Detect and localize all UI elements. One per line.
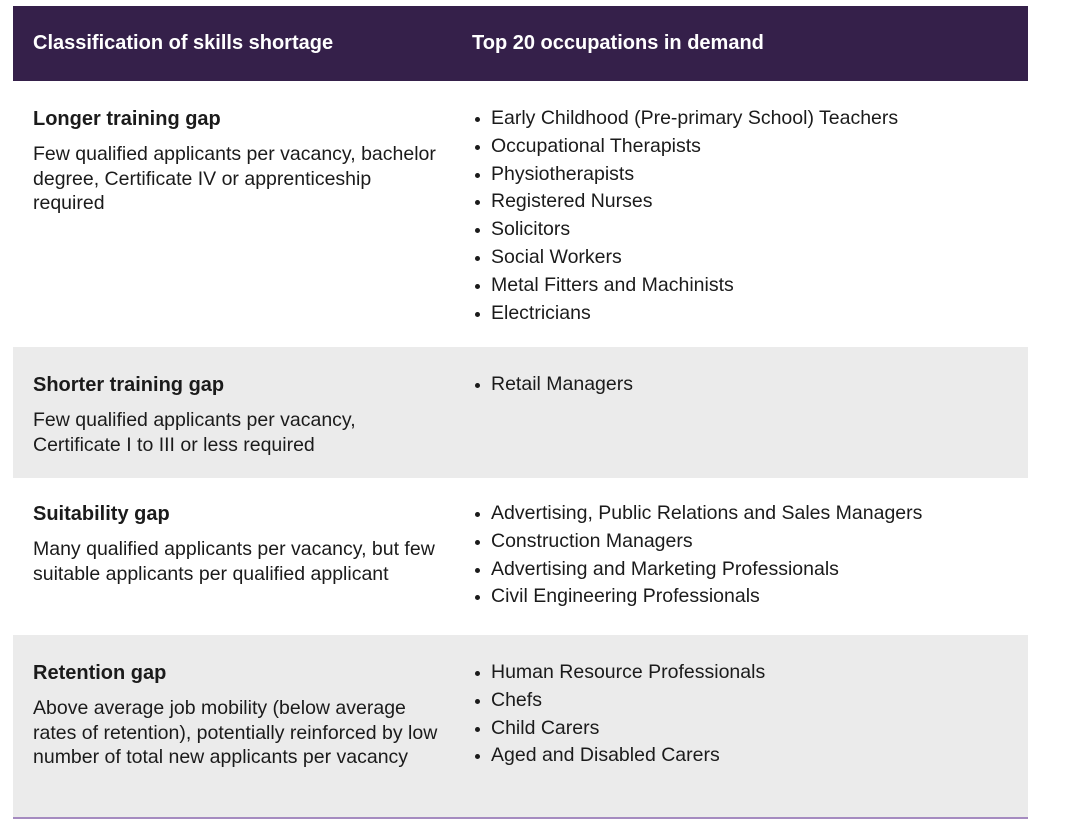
header-classification: Classification of skills shortage	[33, 32, 334, 54]
classification-cell: Suitability gap Many qualified applicant…	[13, 500, 453, 635]
occupation-list: Retail Managers	[473, 371, 1028, 399]
list-item: Advertising and Marketing Professionals	[473, 556, 1028, 584]
list-item: Registered Nurses	[473, 188, 1028, 216]
gap-description: Above average job mobility (below averag…	[33, 697, 438, 768]
occupations-cell: Advertising, Public Relations and Sales …	[453, 500, 1028, 635]
list-item: Electricians	[473, 300, 1028, 328]
table-row-shorter-training-gap: Shorter training gap Few qualified appli…	[13, 347, 1028, 478]
list-item: Construction Managers	[473, 528, 1028, 556]
occupations-cell: Early Childhood (Pre-primary School) Tea…	[453, 105, 1028, 347]
gap-description: Many qualified applicants per vacancy, b…	[33, 538, 435, 585]
gap-title: Suitability gap	[33, 503, 170, 525]
table-bottom-rule	[13, 817, 1028, 819]
table-row-suitability-gap: Suitability gap Many qualified applicant…	[13, 478, 1028, 635]
list-item: Solicitors	[473, 216, 1028, 244]
occupation-list: Human Resource Professionals Chefs Child…	[473, 659, 1028, 770]
table-row-retention-gap: Retention gap Above average job mobility…	[13, 635, 1028, 817]
list-item: Chefs	[473, 687, 1028, 715]
table-header: Classification of skills shortage Top 20…	[13, 6, 1028, 81]
list-item: Human Resource Professionals	[473, 659, 1028, 687]
occupations-cell: Human Resource Professionals Chefs Child…	[453, 659, 1028, 817]
list-item: Physiotherapists	[473, 161, 1028, 189]
gap-title: Retention gap	[33, 662, 167, 684]
list-item: Child Carers	[473, 715, 1028, 743]
list-item: Retail Managers	[473, 371, 1028, 399]
list-item: Metal Fitters and Machinists	[473, 272, 1028, 300]
skills-shortage-table: Classification of skills shortage Top 20…	[13, 6, 1028, 819]
classification-cell: Retention gap Above average job mobility…	[13, 659, 453, 817]
classification-cell: Shorter training gap Few qualified appli…	[13, 371, 453, 478]
occupation-list: Early Childhood (Pre-primary School) Tea…	[473, 105, 1028, 327]
gap-title: Shorter training gap	[33, 374, 225, 396]
list-item: Early Childhood (Pre-primary School) Tea…	[473, 105, 1028, 133]
occupation-list: Advertising, Public Relations and Sales …	[473, 500, 1028, 611]
list-item: Occupational Therapists	[473, 133, 1028, 161]
header-occupations: Top 20 occupations in demand	[472, 32, 764, 54]
gap-description: Few qualified applicants per vacancy, ba…	[33, 143, 436, 214]
gap-title: Longer training gap	[33, 108, 221, 130]
list-item: Advertising, Public Relations and Sales …	[473, 500, 1028, 528]
list-item: Social Workers	[473, 244, 1028, 272]
occupations-cell: Retail Managers	[453, 371, 1028, 478]
list-item: Aged and Disabled Carers	[473, 742, 1028, 770]
gap-description: Few qualified applicants per vacancy, Ce…	[33, 409, 356, 456]
list-item: Civil Engineering Professionals	[473, 583, 1028, 611]
classification-cell: Longer training gap Few qualified applic…	[13, 105, 453, 347]
table-row-longer-training-gap: Longer training gap Few qualified applic…	[13, 81, 1028, 347]
